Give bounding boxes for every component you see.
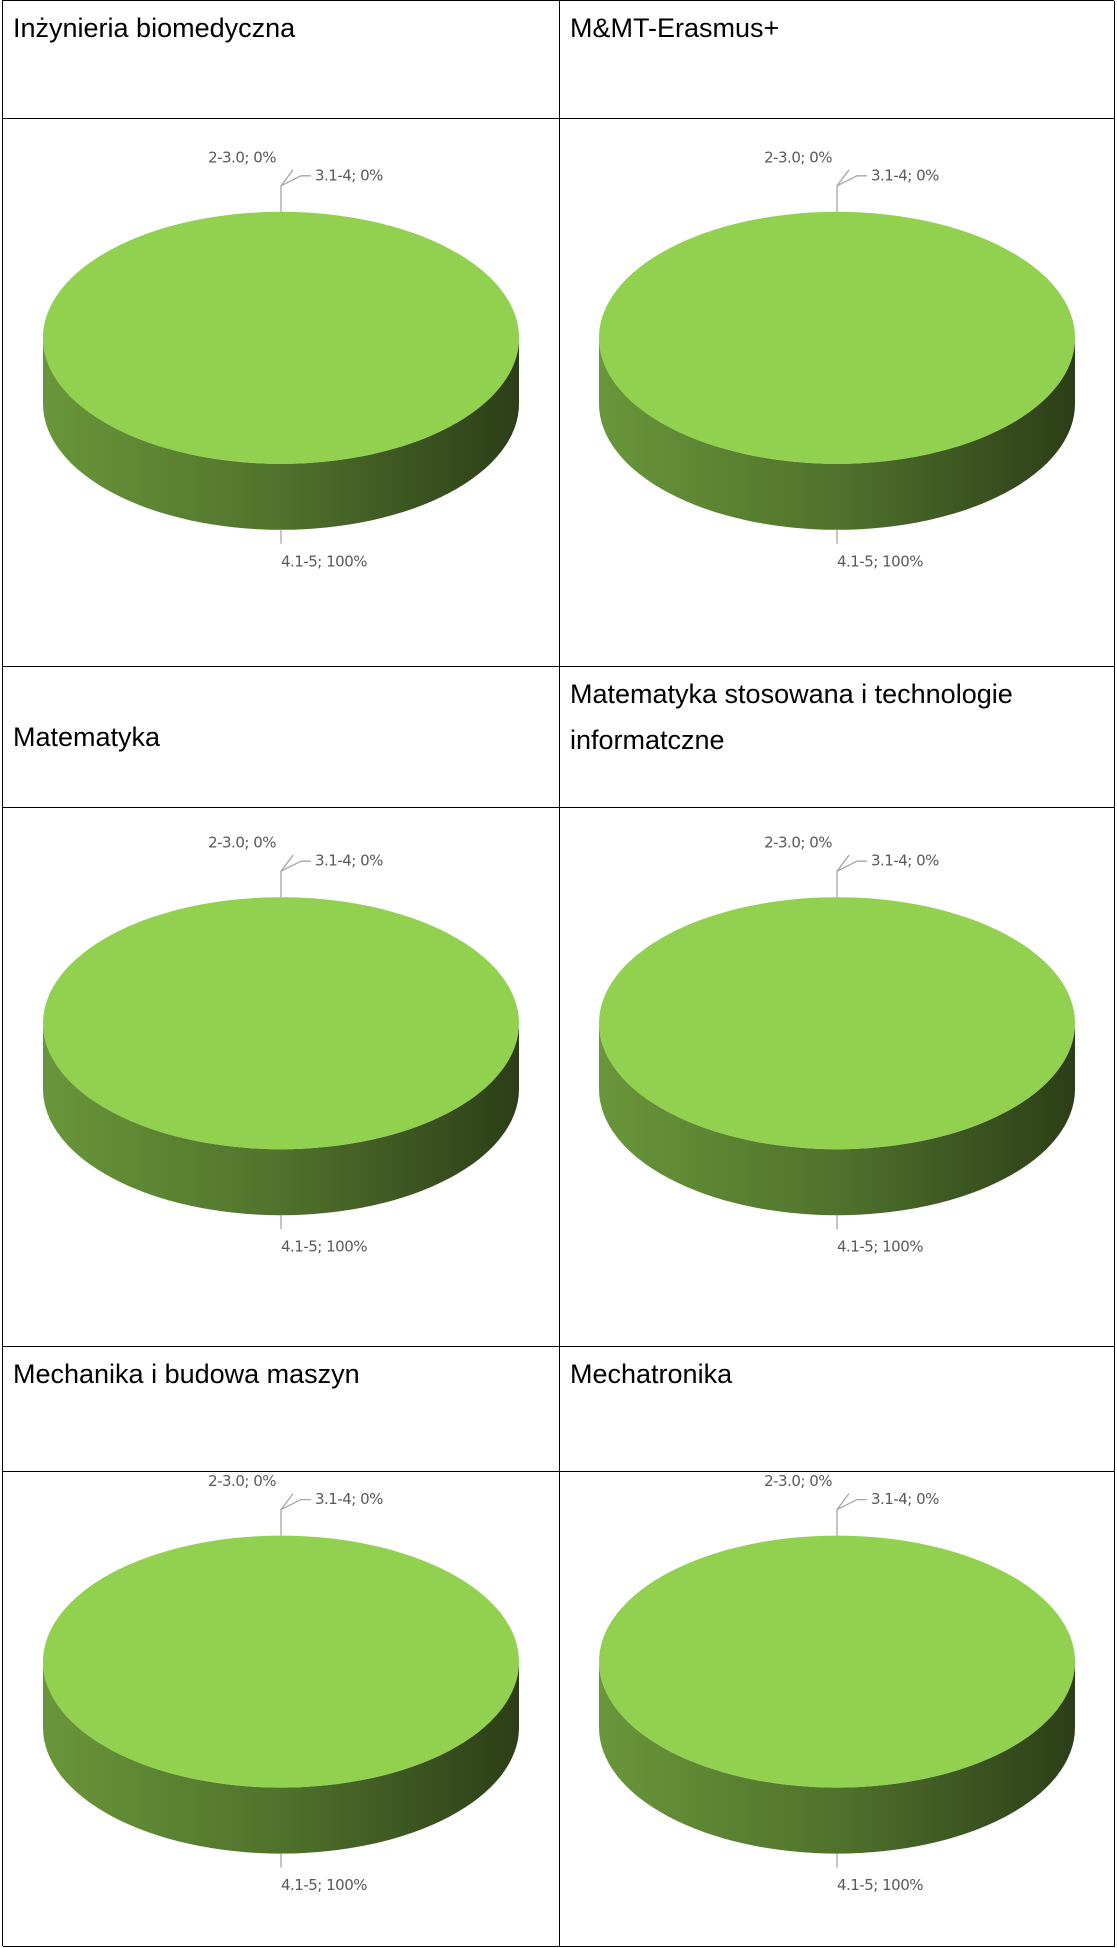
leader-line [836,1493,850,1536]
chart-cell: 2-3.0; 0% 3.1-4; 0% 4.1-5; 100% [560,119,1115,667]
slice-side [599,1661,1075,1854]
cell-title: Matematyka stosowana i technologie infor… [560,667,1115,808]
slice-top [598,211,1076,464]
cell-title: M&MT-Erasmus+ [560,1,1115,119]
leader-line [836,169,850,212]
pie-chart: 2-3.0; 0% 3.1-4; 0% 4.1-5; 100% [599,1472,1075,1894]
leader-line [280,1498,311,1511]
pie-chart: 2-3.0; 0% 3.1-4; 0% 4.1-5; 100% [599,834,1075,1256]
data-label: 2-3.0; 0% [764,834,832,852]
data-label: 3.1-4; 0% [315,166,383,184]
data-label: 4.1-5; 100% [837,1876,923,1894]
chart-cell: 2-3.0; 0% 3.1-4; 0% 4.1-5; 100% [560,1472,1115,1947]
leader-line [280,169,294,212]
data-label: 3.1-4; 0% [871,1490,939,1508]
cell-title: Mechanika i budowa maszyn [3,1347,560,1472]
pie-chart: 2-3.0; 0% 3.1-4; 0% 4.1-5; 100% [42,148,520,570]
data-label: 2-3.0; 0% [764,148,832,166]
chart-cell: 2-3.0; 0% 3.1-4; 0% 4.1-5; 100% [3,1472,560,1947]
slice-top [599,897,1075,1150]
leader-line [280,175,311,187]
slice-top [43,897,520,1150]
leader-line [836,1498,867,1511]
leader-line [836,854,850,898]
slice-side [43,1661,519,1854]
slice-top [599,1535,1075,1788]
pie-chart: 2-3.0; 0% 3.1-4; 0% 4.1-5; 100% [598,148,1076,570]
data-label: 4.1-5; 100% [837,1238,923,1256]
data-label: 2-3.0; 0% [208,834,276,852]
data-label: 4.1-5; 100% [837,552,923,570]
pie-chart: 2-3.0; 0% 3.1-4; 0% 4.1-5; 100% [43,1472,520,1894]
leader-line [836,175,867,187]
data-label: 4.1-5; 100% [281,552,367,570]
leader-line [280,1493,294,1536]
chart-cell: 2-3.0; 0% 3.1-4; 0% 4.1-5; 100% [560,808,1115,1347]
chart-cell: 2-3.0; 0% 3.1-4; 0% 4.1-5; 100% [3,119,560,667]
leader-line [280,860,311,872]
slice-side [43,1023,519,1216]
chart-cell: 2-3.0; 0% 3.1-4; 0% 4.1-5; 100% [3,808,560,1347]
data-label: 2-3.0; 0% [764,1472,832,1490]
cell-title: Inżynieria biomedyczna [3,1,560,119]
slice-side [599,337,1075,530]
data-label: 3.1-4; 0% [315,1490,383,1508]
slice-top [43,1535,520,1788]
title-text: Matematyka [13,722,161,752]
data-label: 2-3.0; 0% [208,1472,276,1490]
cell-title: Matematyka [3,667,560,808]
slice-side [599,1023,1075,1216]
data-label: 4.1-5; 100% [281,1876,367,1894]
slice-top [42,211,520,464]
pie-chart: 2-3.0; 0% 3.1-4; 0% 4.1-5; 100% [43,834,520,1256]
leader-line [280,854,294,898]
data-label: 3.1-4; 0% [871,166,939,184]
data-label: 4.1-5; 100% [281,1238,367,1256]
leader-line [836,860,867,872]
data-label: 3.1-4; 0% [315,852,383,870]
data-label: 3.1-4; 0% [871,852,939,870]
cell-title: Mechatronika [560,1347,1115,1472]
slice-side [43,337,519,530]
data-label: 2-3.0; 0% [208,148,276,166]
